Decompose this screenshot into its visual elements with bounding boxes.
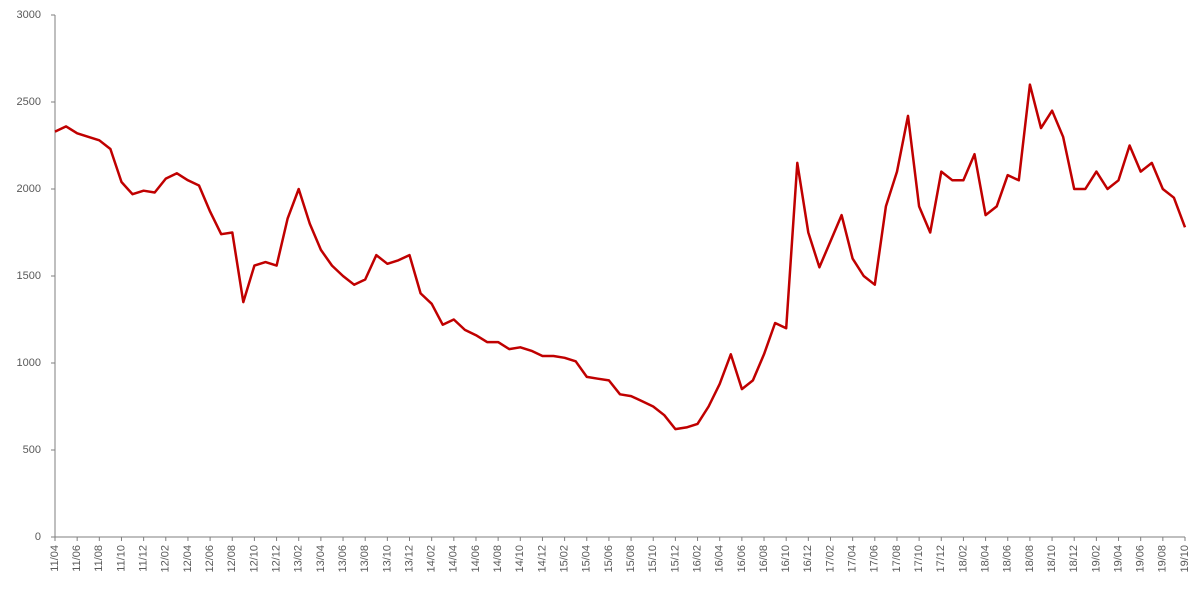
x-tick-label: 17/10 — [913, 545, 925, 573]
x-tick-label: 19/04 — [1112, 545, 1124, 573]
x-tick-label: 14/04 — [448, 545, 460, 573]
x-tick-label: 18/02 — [957, 545, 969, 573]
x-tick-label: 17/02 — [824, 545, 836, 573]
x-tick-label: 13/12 — [403, 545, 415, 573]
y-tick-label: 3000 — [17, 9, 41, 21]
x-tick-label: 11/04 — [49, 545, 61, 572]
x-tick-label: 14/02 — [426, 545, 438, 573]
x-tick-label: 17/04 — [847, 545, 859, 573]
y-tick-label: 1000 — [17, 357, 41, 369]
x-tick-label: 11/08 — [93, 545, 105, 572]
x-tick-label: 12/04 — [182, 545, 194, 573]
x-tick-label: 14/08 — [492, 545, 504, 573]
x-tick-label: 15/12 — [669, 545, 681, 573]
x-tick-label: 16/08 — [758, 545, 770, 573]
x-tick-label: 15/02 — [559, 545, 571, 573]
x-tick-label: 19/06 — [1135, 545, 1147, 573]
x-tick-label: 11/06 — [71, 545, 83, 572]
x-tick-label: 18/10 — [1046, 545, 1058, 573]
y-tick-label: 500 — [23, 444, 41, 456]
x-tick-label: 12/08 — [226, 545, 238, 573]
x-tick-label: 16/10 — [780, 545, 792, 573]
y-tick-label: 2000 — [17, 183, 41, 195]
x-tick-label: 12/02 — [160, 545, 172, 573]
x-tick-label: 13/08 — [359, 545, 371, 573]
x-tick-label: 16/06 — [736, 545, 748, 573]
y-tick-label: 2500 — [17, 96, 41, 108]
x-tick-label: 16/04 — [714, 545, 726, 573]
x-tick-label: 15/06 — [603, 545, 615, 573]
x-tick-label: 14/06 — [470, 545, 482, 573]
x-tick-label: 16/12 — [802, 545, 814, 573]
x-tick-label: 11/10 — [115, 545, 127, 572]
x-tick-label: 12/10 — [248, 545, 260, 573]
x-tick-label: 19/08 — [1157, 545, 1169, 573]
x-tick-label: 18/04 — [979, 545, 991, 573]
line-series — [54, 83, 1187, 431]
x-tick-label: 15/10 — [647, 545, 659, 573]
x-tick-label: 12/12 — [270, 545, 282, 573]
x-tick-label: 12/06 — [204, 545, 216, 573]
y-tick-label: 1500 — [17, 270, 41, 282]
x-tick-label: 17/12 — [935, 545, 947, 573]
x-tick-label: 17/06 — [869, 545, 881, 573]
x-tick-label: 19/10 — [1179, 545, 1191, 573]
x-tick-label: 15/04 — [581, 545, 593, 573]
x-tick-label: 13/04 — [315, 545, 327, 573]
x-tick-label: 16/02 — [691, 545, 703, 573]
x-tick-label: 14/12 — [536, 545, 548, 573]
x-tick-label: 13/10 — [381, 545, 393, 573]
x-tick-label: 18/06 — [1002, 545, 1014, 573]
x-tick-label: 18/08 — [1024, 545, 1036, 573]
x-tick-label: 15/08 — [625, 545, 637, 573]
x-tick-label: 18/12 — [1068, 545, 1080, 573]
y-tick-label: 0 — [35, 531, 41, 543]
x-tick-label: 13/02 — [293, 545, 305, 573]
x-tick-label: 14/10 — [514, 545, 526, 573]
x-tick-label: 11/12 — [138, 545, 150, 572]
x-tick-label: 13/06 — [337, 545, 349, 573]
x-tick-label: 17/08 — [891, 545, 903, 573]
x-tick-label: 19/02 — [1090, 545, 1102, 573]
